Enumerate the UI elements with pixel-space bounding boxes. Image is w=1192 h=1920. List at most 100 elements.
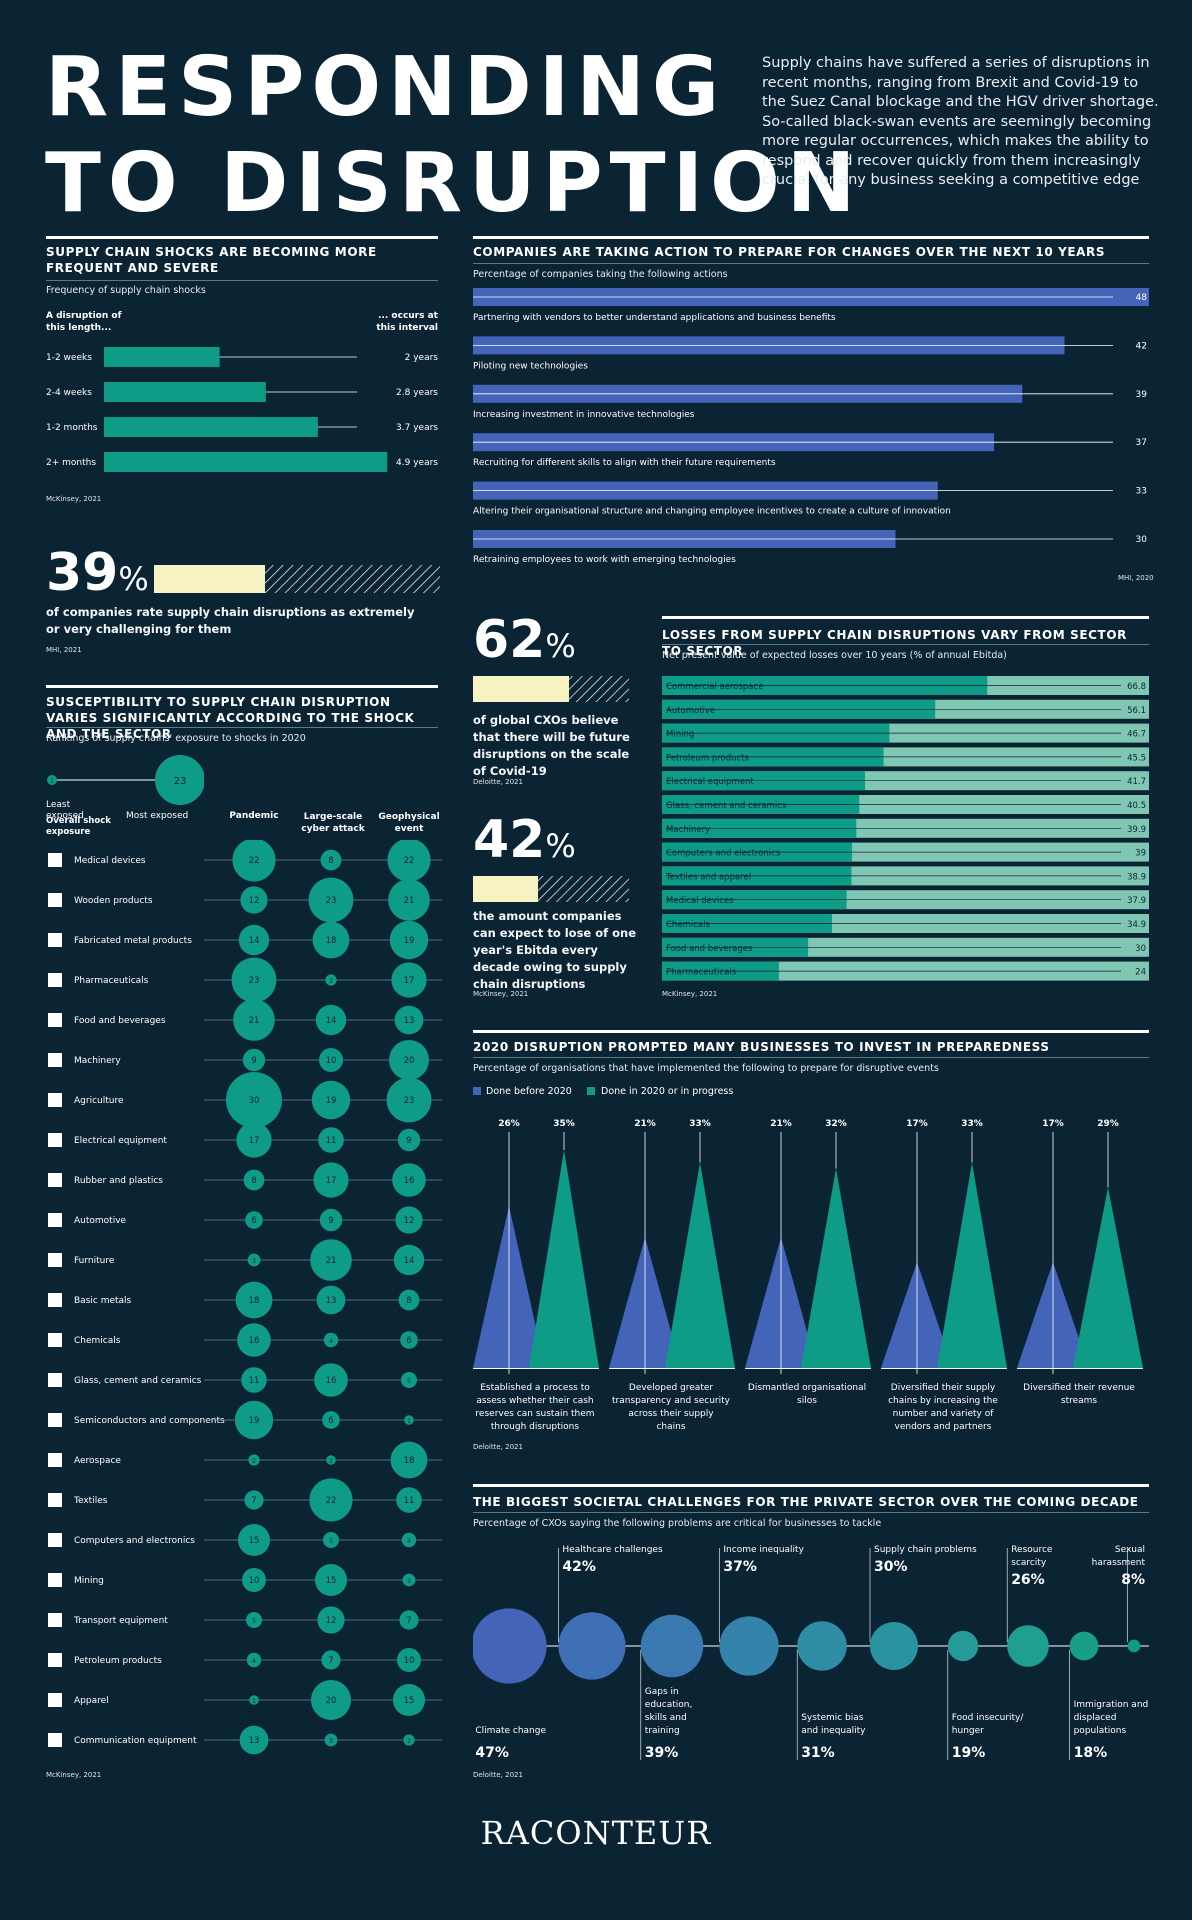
challenge-value: 18%: [1074, 1745, 1108, 1761]
exposure-rank-label: 12: [249, 896, 260, 906]
stat-42-source: McKinsey, 2021: [473, 990, 529, 998]
sector-label: Mining: [74, 1576, 104, 1586]
challenge-label: displaced: [1074, 1713, 1117, 1723]
exposure-rank-label: 4: [252, 1658, 256, 1665]
exposure-bubble: [390, 1441, 428, 1479]
exposure-bubble: [226, 1072, 282, 1128]
sector-checkbox: [48, 1093, 62, 1107]
loss-value-label: 66.8: [1127, 682, 1146, 692]
sector-checkbox: [48, 853, 62, 867]
shocks-chart: 1-2 weeks 2 years 2-4 weeks 2.8 years 1-2 mo…: [46, 347, 438, 472]
before-2020-value: 21%: [770, 1119, 792, 1129]
loss-value-label: 38.9: [1127, 872, 1146, 882]
in-2020-value: 35%: [553, 1119, 575, 1129]
before-2020-value: 21%: [634, 1119, 656, 1129]
exposure-bubble: [248, 1454, 260, 1466]
exposure-rank-label: 8: [406, 1296, 411, 1306]
sector-checkbox: [48, 1293, 62, 1307]
exposure-bubble: [392, 1163, 426, 1197]
loss-value-label: 39.9: [1127, 825, 1146, 835]
challenge-label: Food insecurity/: [952, 1713, 1025, 1723]
sector-label: Petroleum products: [74, 1656, 162, 1666]
exposure-rank-label: 1: [329, 1458, 333, 1465]
challenge-bubble: [1069, 1631, 1099, 1661]
shocks-source: McKinsey, 2021: [46, 495, 102, 503]
sector-checkbox: [48, 1533, 62, 1547]
sector-checkbox: [48, 1373, 62, 1387]
sector-checkbox: [48, 1333, 62, 1347]
exposure-rank-label: 5: [407, 1378, 411, 1385]
exposure-rank-label: 21: [249, 1016, 260, 1026]
exposure-rank-label: 6: [328, 1416, 333, 1426]
exposure-rank-label: 22: [326, 1496, 337, 1506]
exposure-bubble: [317, 1606, 345, 1634]
exposure-rank-label: 9: [406, 1136, 411, 1146]
loss-category-label: Glass, cement and ceramics: [666, 801, 787, 811]
exposure-rank-label: 18: [326, 936, 337, 946]
challenge-value: 19%: [952, 1745, 986, 1761]
sector-checkbox: [48, 1733, 62, 1747]
exposure-rank-label: 3: [329, 1738, 333, 1745]
exposure-rank-label: 22: [404, 856, 415, 866]
sector-checkbox: [48, 1453, 62, 1467]
exposure-rank-label: 19: [326, 1096, 337, 1106]
exposure-rank-label: 12: [326, 1616, 337, 1626]
preparedness-category-label: number and variety of: [893, 1409, 995, 1419]
exposure-bubble: [319, 1208, 343, 1232]
exposure-bubble: [242, 1048, 266, 1072]
loss-category-label: Commercial aerospace: [666, 682, 763, 692]
loss-value-label: 24: [1135, 968, 1146, 978]
sector-label: Agriculture: [74, 1096, 124, 1106]
exposure-rank-label: 16: [326, 1376, 337, 1386]
loss-value-label: 46.7: [1127, 730, 1146, 740]
exposure-rank-label: 12: [404, 1216, 415, 1226]
challenge-label: Resource: [1011, 1545, 1053, 1555]
action-category-label: Piloting new technologies: [473, 361, 588, 371]
legend-2020-progress: Done in 2020 or in progress: [601, 1086, 734, 1097]
stat-62-text: of global CXOs believe that there will b…: [473, 713, 630, 778]
exposure-bubble: [314, 1363, 348, 1397]
sector-label: Glass, cement and ceramics: [74, 1376, 202, 1386]
exposure-bubble: [313, 1162, 349, 1198]
exposure-bubble: [402, 1573, 416, 1587]
shock-category-label: 2+ months: [46, 458, 96, 468]
preparedness-category-label: Dismantled organisational: [748, 1383, 866, 1393]
exposure-bubble: [232, 840, 276, 882]
shock-value-label: 3.7 years: [396, 423, 438, 433]
col-head-geophysical: Geophysical event: [378, 812, 440, 834]
sector-label: Aerospace: [74, 1456, 121, 1466]
exposure-bubble: [311, 1080, 351, 1120]
exposure-bubble: [244, 1490, 264, 1510]
sector-label: Computers and electronics: [74, 1536, 195, 1546]
preparedness-category-label: chains: [656, 1422, 685, 1432]
exposure-bubble: [395, 1206, 423, 1234]
preparedness-category-label: through disruptions: [491, 1422, 579, 1432]
before-2020-value: 17%: [906, 1119, 928, 1129]
challenge-value: 37%: [723, 1559, 757, 1575]
sector-checkbox: [48, 1053, 62, 1067]
challenge-label: harassment: [1092, 1558, 1146, 1568]
exposure-rank-label: 14: [326, 1016, 337, 1026]
exposure-rank-label: 11: [249, 1376, 260, 1386]
sector-checkbox: [48, 1413, 62, 1427]
stat-62-pct: %: [545, 627, 576, 665]
shock-bar: [104, 417, 318, 437]
legend-before-2020: Done before 2020: [486, 1086, 572, 1097]
loss-value-label: 37.9: [1127, 896, 1146, 906]
loss-category-label: Food and beverages: [666, 944, 753, 954]
sector-label: Semiconductors and components: [74, 1416, 225, 1426]
exposure-bubble: [323, 1332, 339, 1348]
losses-source: McKinsey, 2021: [662, 990, 718, 998]
shock-category-label: 2-4 weeks: [46, 388, 92, 398]
exposure-bubble: [236, 1122, 272, 1158]
exposure-rank-label: 7: [406, 1616, 411, 1626]
sector-label: Pharmaceuticals: [74, 976, 149, 986]
stat-42-bar: [473, 876, 629, 902]
loss-category-label: Automotive: [666, 706, 715, 716]
shock-value-label: 4.9 years: [396, 458, 438, 468]
in-2020-value: 33%: [689, 1119, 711, 1129]
challenge-label: skills and: [645, 1713, 687, 1723]
loss-category-label: Machinery: [666, 825, 710, 835]
exposure-rank-label: 23: [249, 976, 260, 986]
